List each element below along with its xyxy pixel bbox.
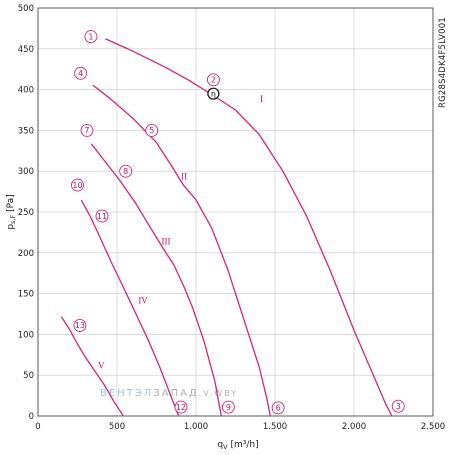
marker-2: 2 <box>206 73 220 87</box>
marker-label: 9 <box>226 403 231 412</box>
x-tick-label: 1.500 <box>263 422 287 432</box>
curve-II <box>92 84 271 417</box>
curve-V <box>61 316 124 417</box>
marker-circle <box>174 400 188 414</box>
y-tick-label: 0 <box>29 412 34 422</box>
y-tick-label: 100 <box>18 330 34 340</box>
marker-label: 5 <box>149 126 154 135</box>
curve-label-III: III <box>161 237 170 247</box>
marker-7: 7 <box>80 123 94 137</box>
marker-circle <box>71 178 84 192</box>
curve-label-II: II <box>181 171 187 181</box>
x-axis-ticks: 0 500 1.000 1.500 2.000 2.500 <box>35 422 445 432</box>
marker-label: 10 <box>72 181 82 190</box>
x-tick-label: 2.500 <box>421 422 445 432</box>
y-axis-label: ps,F [Pa] <box>6 194 17 229</box>
marker-circle <box>80 123 94 137</box>
marker-4: 4 <box>74 66 88 80</box>
marker-6: 6 <box>271 401 285 415</box>
marker-circle <box>119 164 133 178</box>
marker-1: 1 <box>84 30 98 44</box>
curve-I <box>105 38 393 417</box>
y-tick-label: 350 <box>18 126 34 136</box>
marker-10: 10 <box>71 178 84 192</box>
marker-label: 12 <box>176 403 186 412</box>
x-tick-label: 500 <box>109 422 125 432</box>
marker-label: 3 <box>396 402 401 411</box>
y-tick-label: 500 <box>18 4 34 14</box>
y-tick-label: 450 <box>18 45 34 55</box>
curve-III <box>91 143 222 417</box>
marker-circle <box>145 123 159 137</box>
curve-label-V: V <box>98 361 105 371</box>
marker-circle <box>73 318 87 332</box>
marker-label: 7 <box>84 126 89 135</box>
marker-label: 4 <box>78 69 83 78</box>
x-axis-label: qV [m³/h] <box>217 440 258 451</box>
watermark-part2: ЗАПАД <box>153 388 198 399</box>
marker-label: 8 <box>123 167 128 176</box>
y-tick-label: 150 <box>18 290 34 300</box>
y-tick-label: 200 <box>18 249 34 259</box>
marker-circle <box>206 73 220 87</box>
curve-IV <box>80 199 180 417</box>
marker-label: 6 <box>276 404 281 413</box>
marker-5: 5 <box>145 123 159 137</box>
y-tick-label: 50 <box>23 371 34 381</box>
marker-circle <box>74 66 88 80</box>
marker-13: 13 <box>73 318 87 332</box>
plot-frame <box>37 7 434 417</box>
marker-label: 11 <box>97 212 107 221</box>
optimum-point: η <box>207 87 220 100</box>
y-tick-label: 400 <box>18 86 34 96</box>
y-tick-label: 300 <box>18 167 34 177</box>
watermark-part3: .V.WBY <box>199 389 238 398</box>
model-code: RG28S4DK4F5LV001 <box>438 17 448 108</box>
marker-circle <box>95 209 109 223</box>
optimum-label: η <box>211 90 216 99</box>
marker-label: 13 <box>75 321 85 330</box>
x-tick-label: 2.000 <box>342 422 366 432</box>
marker-3: 3 <box>391 399 405 413</box>
y-tick-label: 250 <box>18 208 34 218</box>
marker-circle <box>221 400 235 414</box>
curve-label-I: I <box>260 94 263 104</box>
y-axis-ticks: 0 50 100 150 200 250 300 350 400 450 500 <box>18 4 34 422</box>
marker-circle <box>84 30 98 44</box>
marker-circle <box>271 401 285 415</box>
marker-8: 8 <box>119 164 133 178</box>
marker-circle <box>391 399 405 413</box>
marker-label: 2 <box>211 76 216 85</box>
marker-9: 9 <box>221 400 235 414</box>
optimum-circle <box>207 87 220 100</box>
curve-label-IV: IV <box>138 295 148 305</box>
grid <box>38 8 433 416</box>
x-tick-label: 0 <box>35 422 40 432</box>
marker-label: 1 <box>88 32 93 41</box>
marker-11: 11 <box>95 209 109 223</box>
watermark-part1: ВЕНТЭЛ <box>100 388 153 399</box>
x-tick-label: 1.000 <box>184 422 208 432</box>
curves <box>61 38 393 417</box>
marker-12: 12 <box>174 400 188 414</box>
